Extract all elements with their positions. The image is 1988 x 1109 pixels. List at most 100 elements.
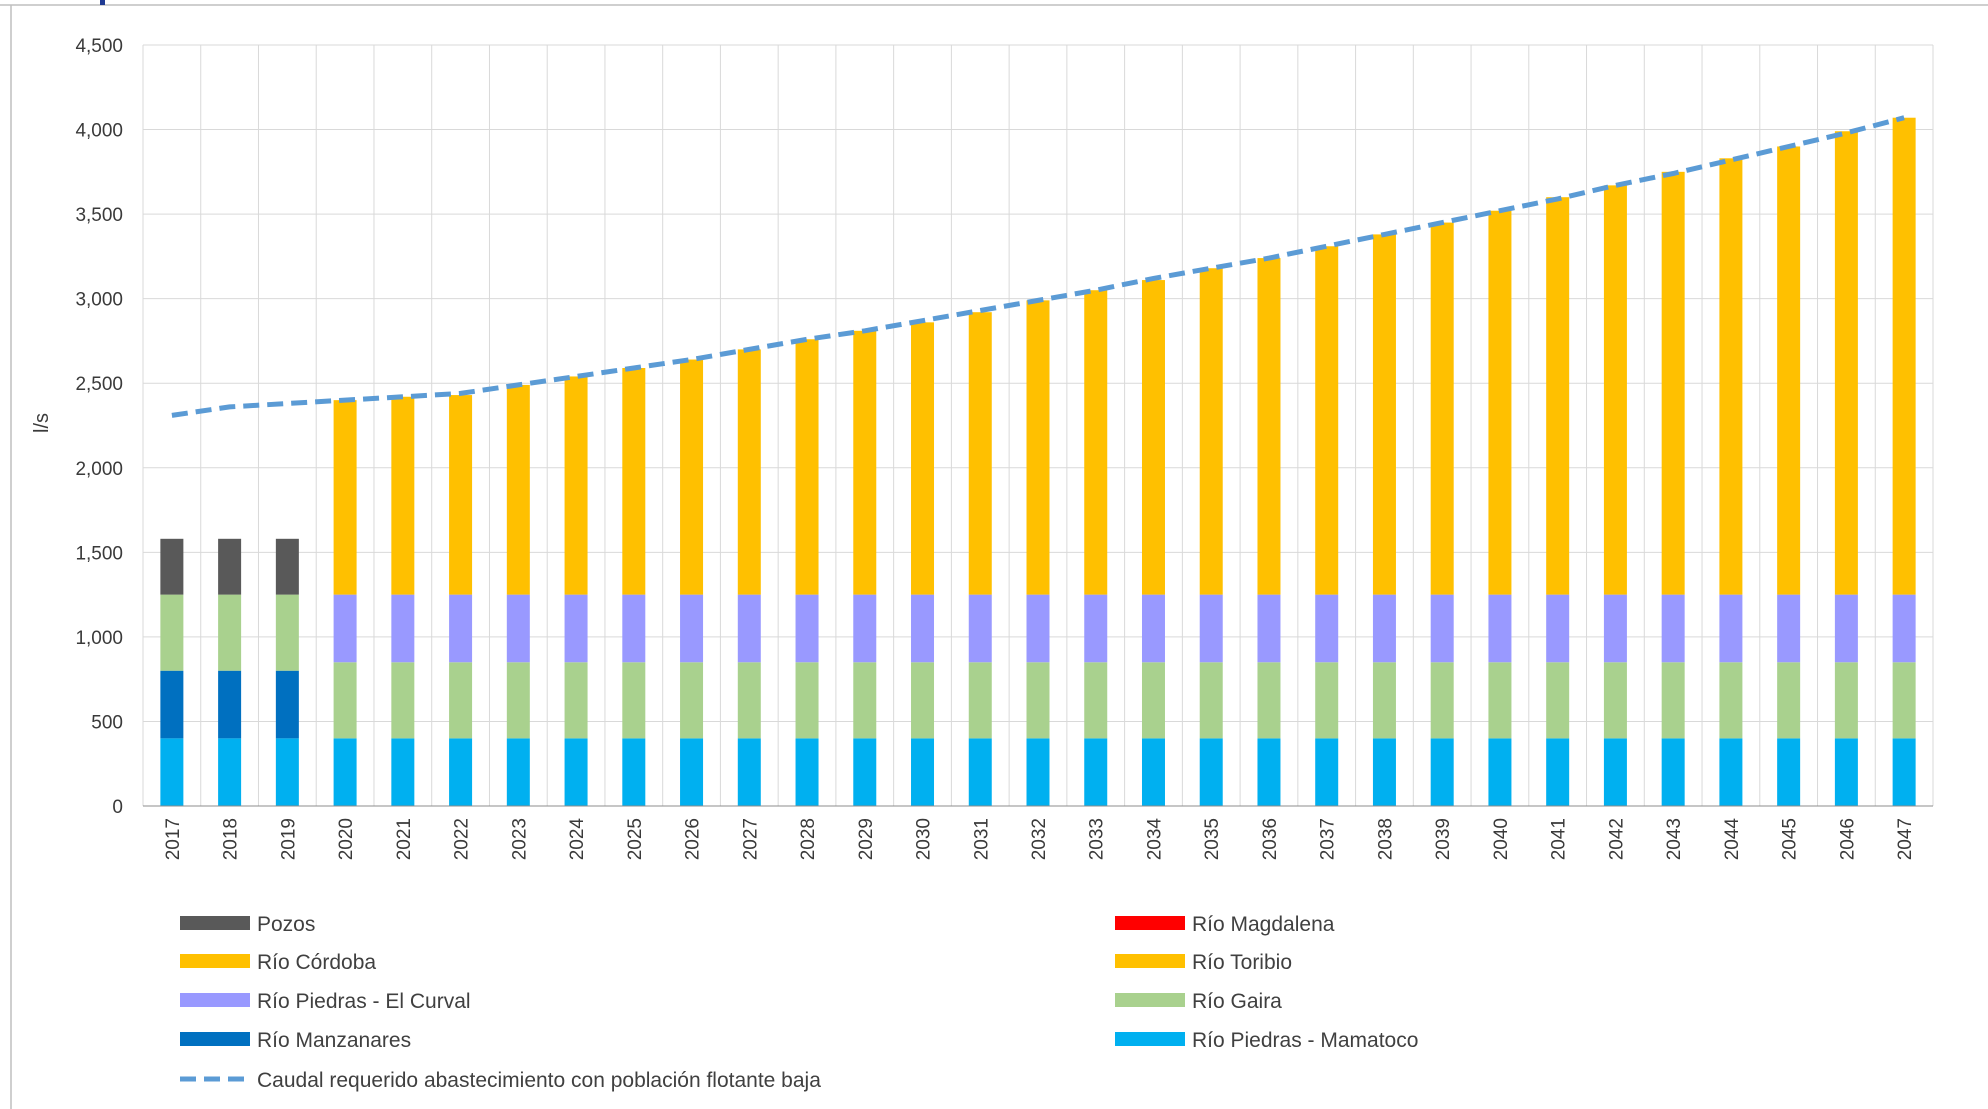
bar-segment: [1719, 594, 1743, 663]
bar-segment: [1199, 594, 1223, 663]
y-tick-label: 0: [112, 797, 123, 818]
x-tick-label: 2047: [1895, 818, 1916, 860]
x-tick-label: 2030: [914, 818, 935, 860]
bar-segment: [1430, 222, 1454, 595]
x-tick-label: 2040: [1491, 818, 1512, 860]
bar-segment: [506, 738, 530, 806]
legend-label: Río Córdoba: [257, 951, 376, 974]
legend-label: Río Piedras - El Curval: [257, 990, 471, 1013]
legend-swatch: [180, 954, 250, 968]
bar-segment: [564, 738, 588, 806]
legend-label: Río Magdalena: [1192, 913, 1335, 936]
bar-segment: [795, 594, 819, 663]
bar-segment: [218, 670, 242, 739]
bar-segment: [564, 376, 588, 595]
bar-segment: [160, 670, 184, 739]
bar-segment: [968, 738, 992, 806]
legend-label: Caudal requerido abastecimiento con pobl…: [257, 1069, 821, 1092]
bar-segment: [160, 738, 184, 806]
bar-segment: [1141, 662, 1165, 739]
legend: Pozos Río Magdalena Río Córdoba Río Toribio…: [180, 913, 1418, 1092]
bar-segment: [333, 738, 357, 806]
bar-segment: [218, 738, 242, 806]
bar-segment: [1777, 594, 1801, 663]
bar-segment: [1084, 662, 1108, 739]
bar-segment: [275, 670, 299, 739]
bar-segment: [218, 538, 242, 595]
bar-segment: [1546, 738, 1570, 806]
y-tick-label: 4,000: [75, 121, 123, 142]
y-tick-label: 3,500: [75, 205, 123, 226]
bar-segment: [1719, 662, 1743, 739]
corner-accent: [100, 0, 105, 5]
bar-segment: [449, 738, 473, 806]
x-tick-label: 2041: [1549, 818, 1570, 860]
bar-segment: [1026, 738, 1050, 806]
bar-segment: [1141, 594, 1165, 663]
x-tick-label: 2046: [1837, 818, 1858, 860]
bar-segment: [1834, 131, 1858, 595]
bar-segment: [968, 662, 992, 739]
bar-segment: [1834, 662, 1858, 739]
y-tick-label: 2,500: [75, 374, 123, 395]
x-tick-label: 2044: [1722, 818, 1743, 861]
bar-segment: [449, 662, 473, 739]
x-tick-label: 2042: [1606, 818, 1627, 860]
bar-segment: [911, 662, 935, 739]
legend-swatch: [180, 916, 250, 930]
stacked-bars: [160, 117, 1916, 806]
legend-label: Pozos: [257, 913, 315, 936]
bar-segment: [968, 594, 992, 663]
bar-segment: [968, 312, 992, 595]
bar-segment: [1834, 738, 1858, 806]
bar-segment: [680, 662, 704, 739]
bar-segment: [737, 594, 761, 663]
bar-segment: [449, 395, 473, 595]
bar-segment: [564, 662, 588, 739]
bar-segment: [1084, 738, 1108, 806]
bar-segment: [1257, 662, 1281, 739]
bar-segment: [622, 662, 646, 739]
bar-segment: [1661, 662, 1685, 739]
bar-segment: [1546, 594, 1570, 663]
bar-segment: [680, 359, 704, 595]
x-tick-label: 2031: [971, 818, 992, 860]
gridlines: [142, 44, 1934, 807]
bar-segment: [333, 662, 357, 739]
bar-segment: [1546, 197, 1570, 595]
x-tick-label: 2025: [625, 818, 646, 860]
bar-segment: [1199, 268, 1223, 595]
legend-label: Río Toribio: [1192, 951, 1292, 974]
legend-swatch: [180, 993, 250, 1007]
y-tick-label: 1,500: [75, 543, 123, 564]
bar-segment: [1892, 117, 1916, 595]
bar-segment: [853, 594, 877, 663]
x-tick-label: 2045: [1780, 818, 1801, 860]
x-tick-label: 2033: [1087, 818, 1108, 860]
bar-segment: [449, 594, 473, 663]
x-tick-label: 2032: [1029, 818, 1050, 860]
bar-segment: [275, 594, 299, 671]
bar-segment: [680, 738, 704, 806]
legend-swatch: [1115, 916, 1185, 930]
bar-segment: [1603, 185, 1627, 595]
bar-segment: [795, 738, 819, 806]
bar-segment: [1719, 738, 1743, 806]
bar-segment: [1026, 594, 1050, 663]
bar-segment: [1315, 594, 1339, 663]
bar-segment: [795, 339, 819, 595]
bar-segment: [1892, 738, 1916, 806]
bar-segment: [1372, 234, 1396, 595]
x-tick-label: 2038: [1375, 818, 1396, 860]
bar-segment: [1430, 662, 1454, 739]
bar-segment: [506, 662, 530, 739]
bar-segment: [1892, 594, 1916, 663]
bar-segment: [1488, 738, 1512, 806]
bar-segment: [911, 738, 935, 806]
x-tick-label: 2023: [509, 818, 530, 860]
legend-label: Río Piedras - Mamatoco: [1192, 1029, 1418, 1052]
bar-segment: [622, 368, 646, 595]
bar-segment: [795, 662, 819, 739]
